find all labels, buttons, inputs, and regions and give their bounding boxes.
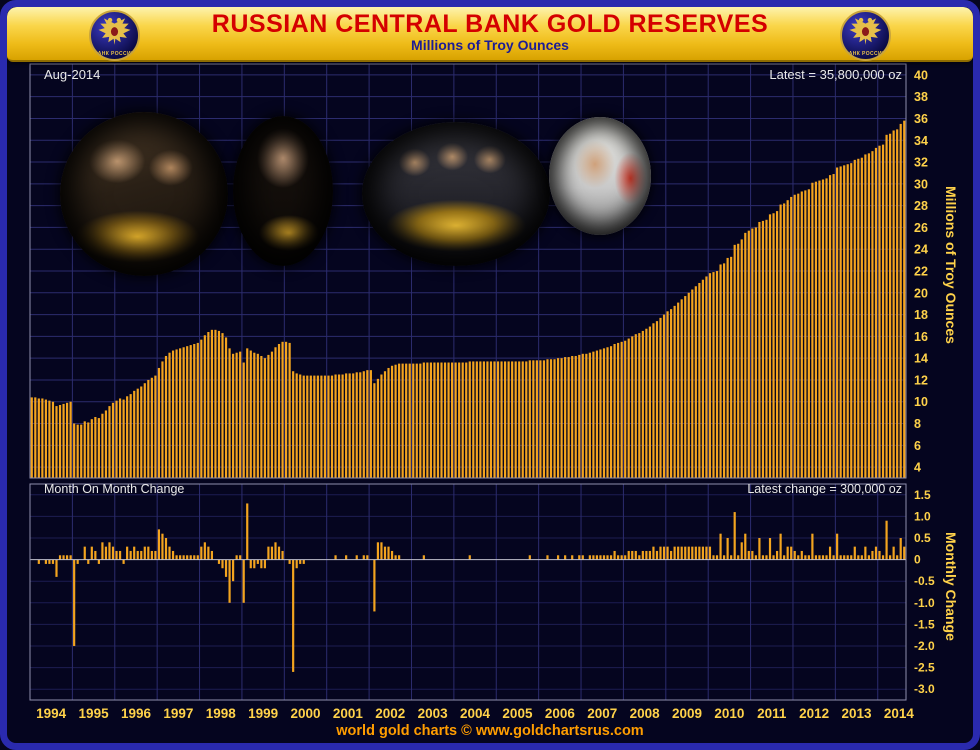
svg-text:10: 10: [914, 395, 928, 409]
x-axis-year-labels: 1994 1995 1996 1997 1998 1999 2000 2001 2002 2003…: [36, 706, 914, 721]
svg-text:14: 14: [914, 352, 928, 366]
logo-text: БАНК РОССИИ: [93, 51, 136, 57]
latest-change-label: Latest change = 300,000 oz: [747, 482, 902, 496]
header-banner: БАНК РОССИИ БАНК РОССИИ RUSSIAN CENTRAL …: [7, 7, 973, 62]
photo-official-with-gold-bars: [60, 112, 228, 276]
svg-text:-1.0: -1.0: [914, 596, 935, 610]
plot-borders: [29, 63, 907, 701]
svg-text:38: 38: [914, 90, 928, 104]
y-axis-title-reserves: Millions of Troy Ounces: [943, 186, 959, 344]
svg-text:1996: 1996: [121, 706, 152, 721]
svg-text:2000: 2000: [290, 706, 320, 721]
svg-text:8: 8: [914, 417, 921, 431]
y-axis-title-change: Monthly Change: [943, 532, 959, 641]
latest-date-label: Aug-2014: [44, 67, 101, 82]
svg-text:2011: 2011: [757, 706, 787, 721]
svg-text:20: 20: [914, 286, 928, 300]
svg-text:2012: 2012: [799, 706, 829, 721]
svg-text:1995: 1995: [79, 706, 110, 721]
y-axis-ticks-reserves: 40 38 36 34 32 30 28 26 24 22 20 18 16 14 12 10 8 6 4: [914, 68, 928, 474]
svg-text:40: 40: [914, 68, 928, 82]
svg-text:0: 0: [914, 553, 921, 567]
svg-text:2013: 2013: [842, 706, 873, 721]
page-subtitle: Millions of Troy Ounces: [411, 37, 569, 53]
svg-text:1998: 1998: [206, 706, 237, 721]
svg-text:-3.0: -3.0: [914, 682, 935, 696]
svg-text:2003: 2003: [418, 706, 449, 721]
photo-medvedev-gold-coin: [549, 117, 651, 235]
bank-of-russia-logo-right: БАНК РОССИИ: [840, 10, 891, 61]
svg-text:2014: 2014: [884, 706, 915, 721]
reserves-bars: [30, 120, 906, 479]
svg-text:1.5: 1.5: [914, 488, 931, 502]
y-axis-ticks-change: 1.5 1.0 0.5 0 -0.5 -1.0 -1.5 -2.0 -2.5 -3.0: [914, 488, 935, 696]
svg-text:18: 18: [914, 308, 928, 322]
double-headed-eagle-icon: [849, 17, 882, 45]
svg-text:2004: 2004: [460, 706, 491, 721]
svg-text:1997: 1997: [163, 706, 193, 721]
svg-text:4: 4: [914, 461, 921, 475]
svg-text:30: 30: [914, 177, 928, 191]
svg-text:2002: 2002: [375, 706, 405, 721]
svg-text:22: 22: [914, 265, 928, 279]
photo-officials-holding-gold-bar: [362, 122, 550, 266]
svg-text:-2.5: -2.5: [914, 661, 935, 675]
svg-text:26: 26: [914, 221, 928, 235]
change-bars: [37, 503, 906, 672]
svg-text:2006: 2006: [545, 706, 576, 721]
svg-text:16: 16: [914, 330, 928, 344]
svg-text:2005: 2005: [502, 706, 533, 721]
logo-text: БАНК РОССИИ: [844, 51, 887, 57]
svg-text:32: 32: [914, 156, 928, 170]
svg-text:1999: 1999: [248, 706, 278, 721]
footer-credit: world gold charts © www.goldchartsrus.co…: [336, 723, 644, 739]
svg-text:-2.0: -2.0: [914, 639, 935, 653]
svg-text:-1.5: -1.5: [914, 617, 935, 631]
svg-text:-0.5: -0.5: [914, 574, 935, 588]
svg-text:36: 36: [914, 112, 928, 126]
photo-putin-gold-bar: [233, 116, 333, 266]
bank-of-russia-logo-left: БАНК РОССИИ: [89, 10, 140, 61]
svg-text:1.0: 1.0: [914, 509, 931, 523]
svg-text:12: 12: [914, 373, 928, 387]
svg-text:34: 34: [914, 134, 928, 148]
double-headed-eagle-icon: [98, 17, 131, 45]
latest-value-label: Latest = 35,800,000 oz: [769, 67, 902, 82]
svg-text:2010: 2010: [714, 706, 744, 721]
page-title: RUSSIAN CENTRAL BANK GOLD RESERVES: [211, 10, 769, 38]
svg-text:1994: 1994: [36, 706, 67, 721]
svg-text:28: 28: [914, 199, 928, 213]
svg-text:2008: 2008: [630, 706, 661, 721]
svg-text:2007: 2007: [587, 706, 617, 721]
svg-text:0.5: 0.5: [914, 531, 931, 545]
svg-text:2009: 2009: [672, 706, 702, 721]
svg-text:2001: 2001: [333, 706, 364, 721]
svg-text:6: 6: [914, 439, 921, 453]
change-chart-title: Month On Month Change: [44, 482, 185, 496]
svg-text:24: 24: [914, 243, 928, 257]
